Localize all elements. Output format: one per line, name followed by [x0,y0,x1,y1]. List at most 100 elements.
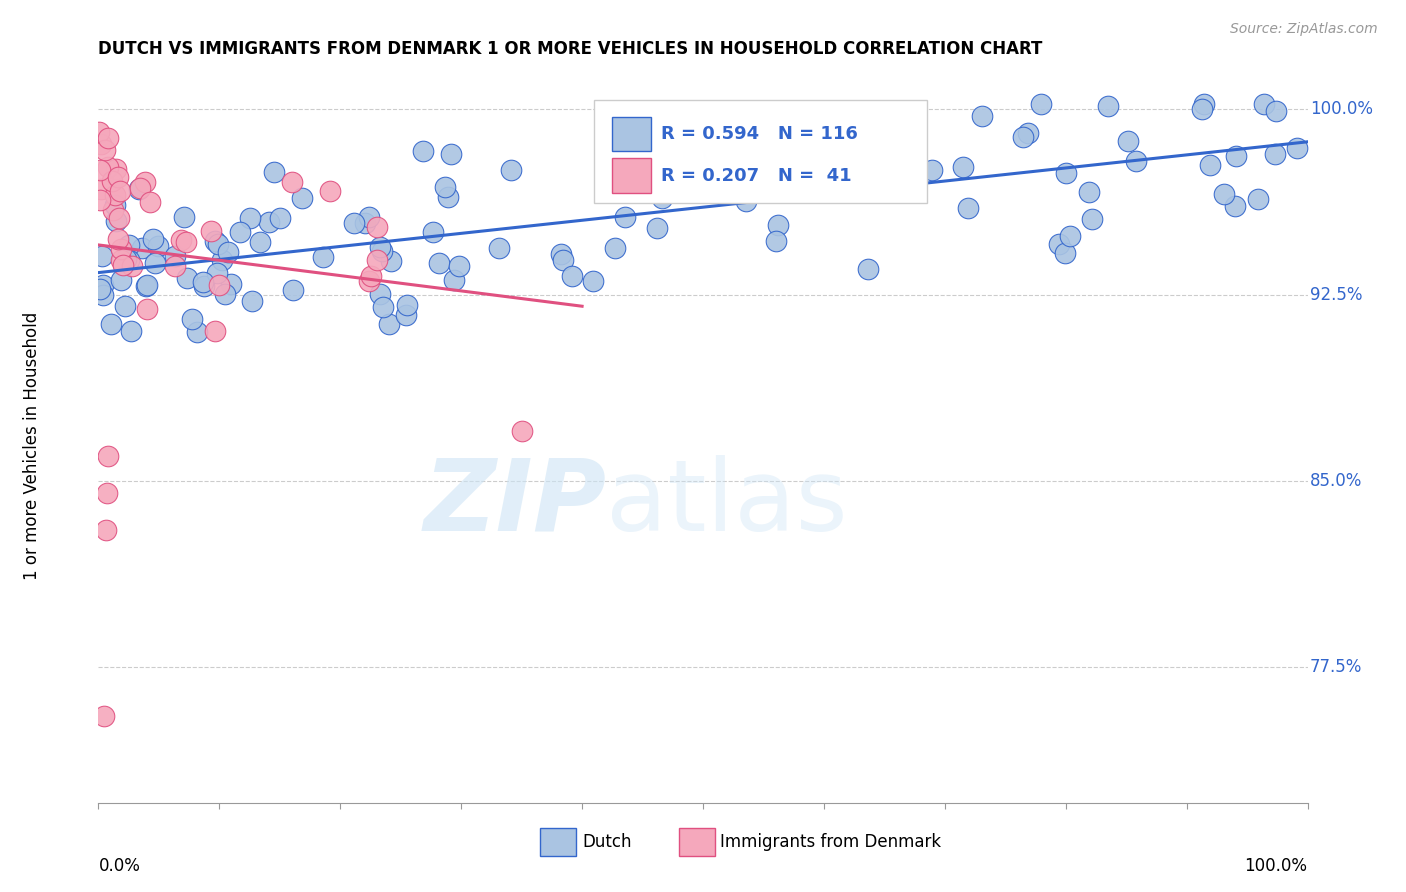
Point [120,324,142,338]
Point [143,256,166,270]
Point [433,180,456,194]
Point [200,224,222,238]
Point [745,171,768,186]
Point [181,312,204,326]
Point [1264,146,1286,161]
Point [110,252,132,267]
Point [229,225,252,239]
Point [1192,97,1215,112]
Point [499,162,522,177]
Point [602,180,624,194]
Text: Immigrants from Denmark: Immigrants from Denmark [720,833,941,851]
Point [952,161,974,175]
Point [858,261,880,276]
Point [360,268,382,283]
Point [440,146,463,161]
Point [1054,165,1077,179]
Bar [612,117,651,152]
Point [100,174,122,188]
Text: Source: ZipAtlas.com: Source: ZipAtlas.com [1230,22,1378,37]
Point [1029,97,1052,112]
Point [207,236,229,251]
Point [1047,237,1070,252]
Point [257,215,280,229]
Point [208,278,231,293]
Point [204,234,226,248]
Point [447,259,470,273]
Point [112,258,135,272]
Point [97,160,120,174]
Point [378,318,401,332]
Point [921,162,943,177]
Point [395,298,418,312]
Point [191,275,214,289]
Point [136,278,159,293]
Point [654,173,676,187]
Point [366,252,388,267]
Point [550,247,572,261]
Point [645,221,668,235]
Point [121,259,143,273]
Bar [612,159,651,193]
Point [90,182,112,196]
Text: R = 0.207   N =  41: R = 0.207 N = 41 [661,167,851,185]
Point [163,249,186,263]
Point [1191,103,1213,117]
Point [825,168,848,182]
Text: DUTCH VS IMMIGRANTS FROM DENMARK 1 OR MORE VEHICLES IN HOUSEHOLD CORRELATION CHA: DUTCH VS IMMIGRANTS FROM DENMARK 1 OR MO… [98,40,1043,58]
Point [437,190,460,204]
Point [371,300,394,314]
Point [734,194,756,209]
Point [110,242,132,256]
Point [956,201,979,215]
Point [186,325,208,339]
Point [240,293,263,308]
Point [193,278,215,293]
Point [427,256,450,270]
Text: Dutch: Dutch [582,833,631,851]
Point [488,241,510,255]
Point [1265,103,1288,118]
Point [104,188,127,202]
Point [239,211,262,226]
Point [93,709,115,723]
Point [205,266,228,280]
Point [636,171,658,186]
Point [280,175,302,189]
Text: 100.0%: 100.0% [1244,857,1308,875]
Point [174,235,197,250]
Point [89,125,111,139]
Point [422,225,444,239]
Point [614,210,637,224]
Text: 100.0%: 100.0% [1310,100,1374,118]
Point [343,216,366,230]
Point [380,253,402,268]
Point [1285,141,1308,155]
Point [796,134,818,148]
Point [281,283,304,297]
Point [101,203,124,218]
Point [104,161,127,176]
Point [765,235,787,249]
Point [100,317,122,331]
Point [134,175,156,189]
Point [366,220,388,235]
Point [114,299,136,313]
Point [128,182,150,196]
Point [104,197,127,211]
Point [651,191,673,205]
Point [1059,228,1081,243]
Point [146,239,169,253]
Point [163,259,186,273]
Point [291,191,314,205]
Point [896,123,918,137]
Point [561,268,583,283]
Point [1053,245,1076,260]
Point [582,274,605,288]
Point [110,273,132,287]
Text: atlas: atlas [606,455,848,551]
Point [91,277,114,292]
Point [354,216,377,230]
Text: ZIP: ZIP [423,455,606,551]
Point [1081,212,1104,227]
